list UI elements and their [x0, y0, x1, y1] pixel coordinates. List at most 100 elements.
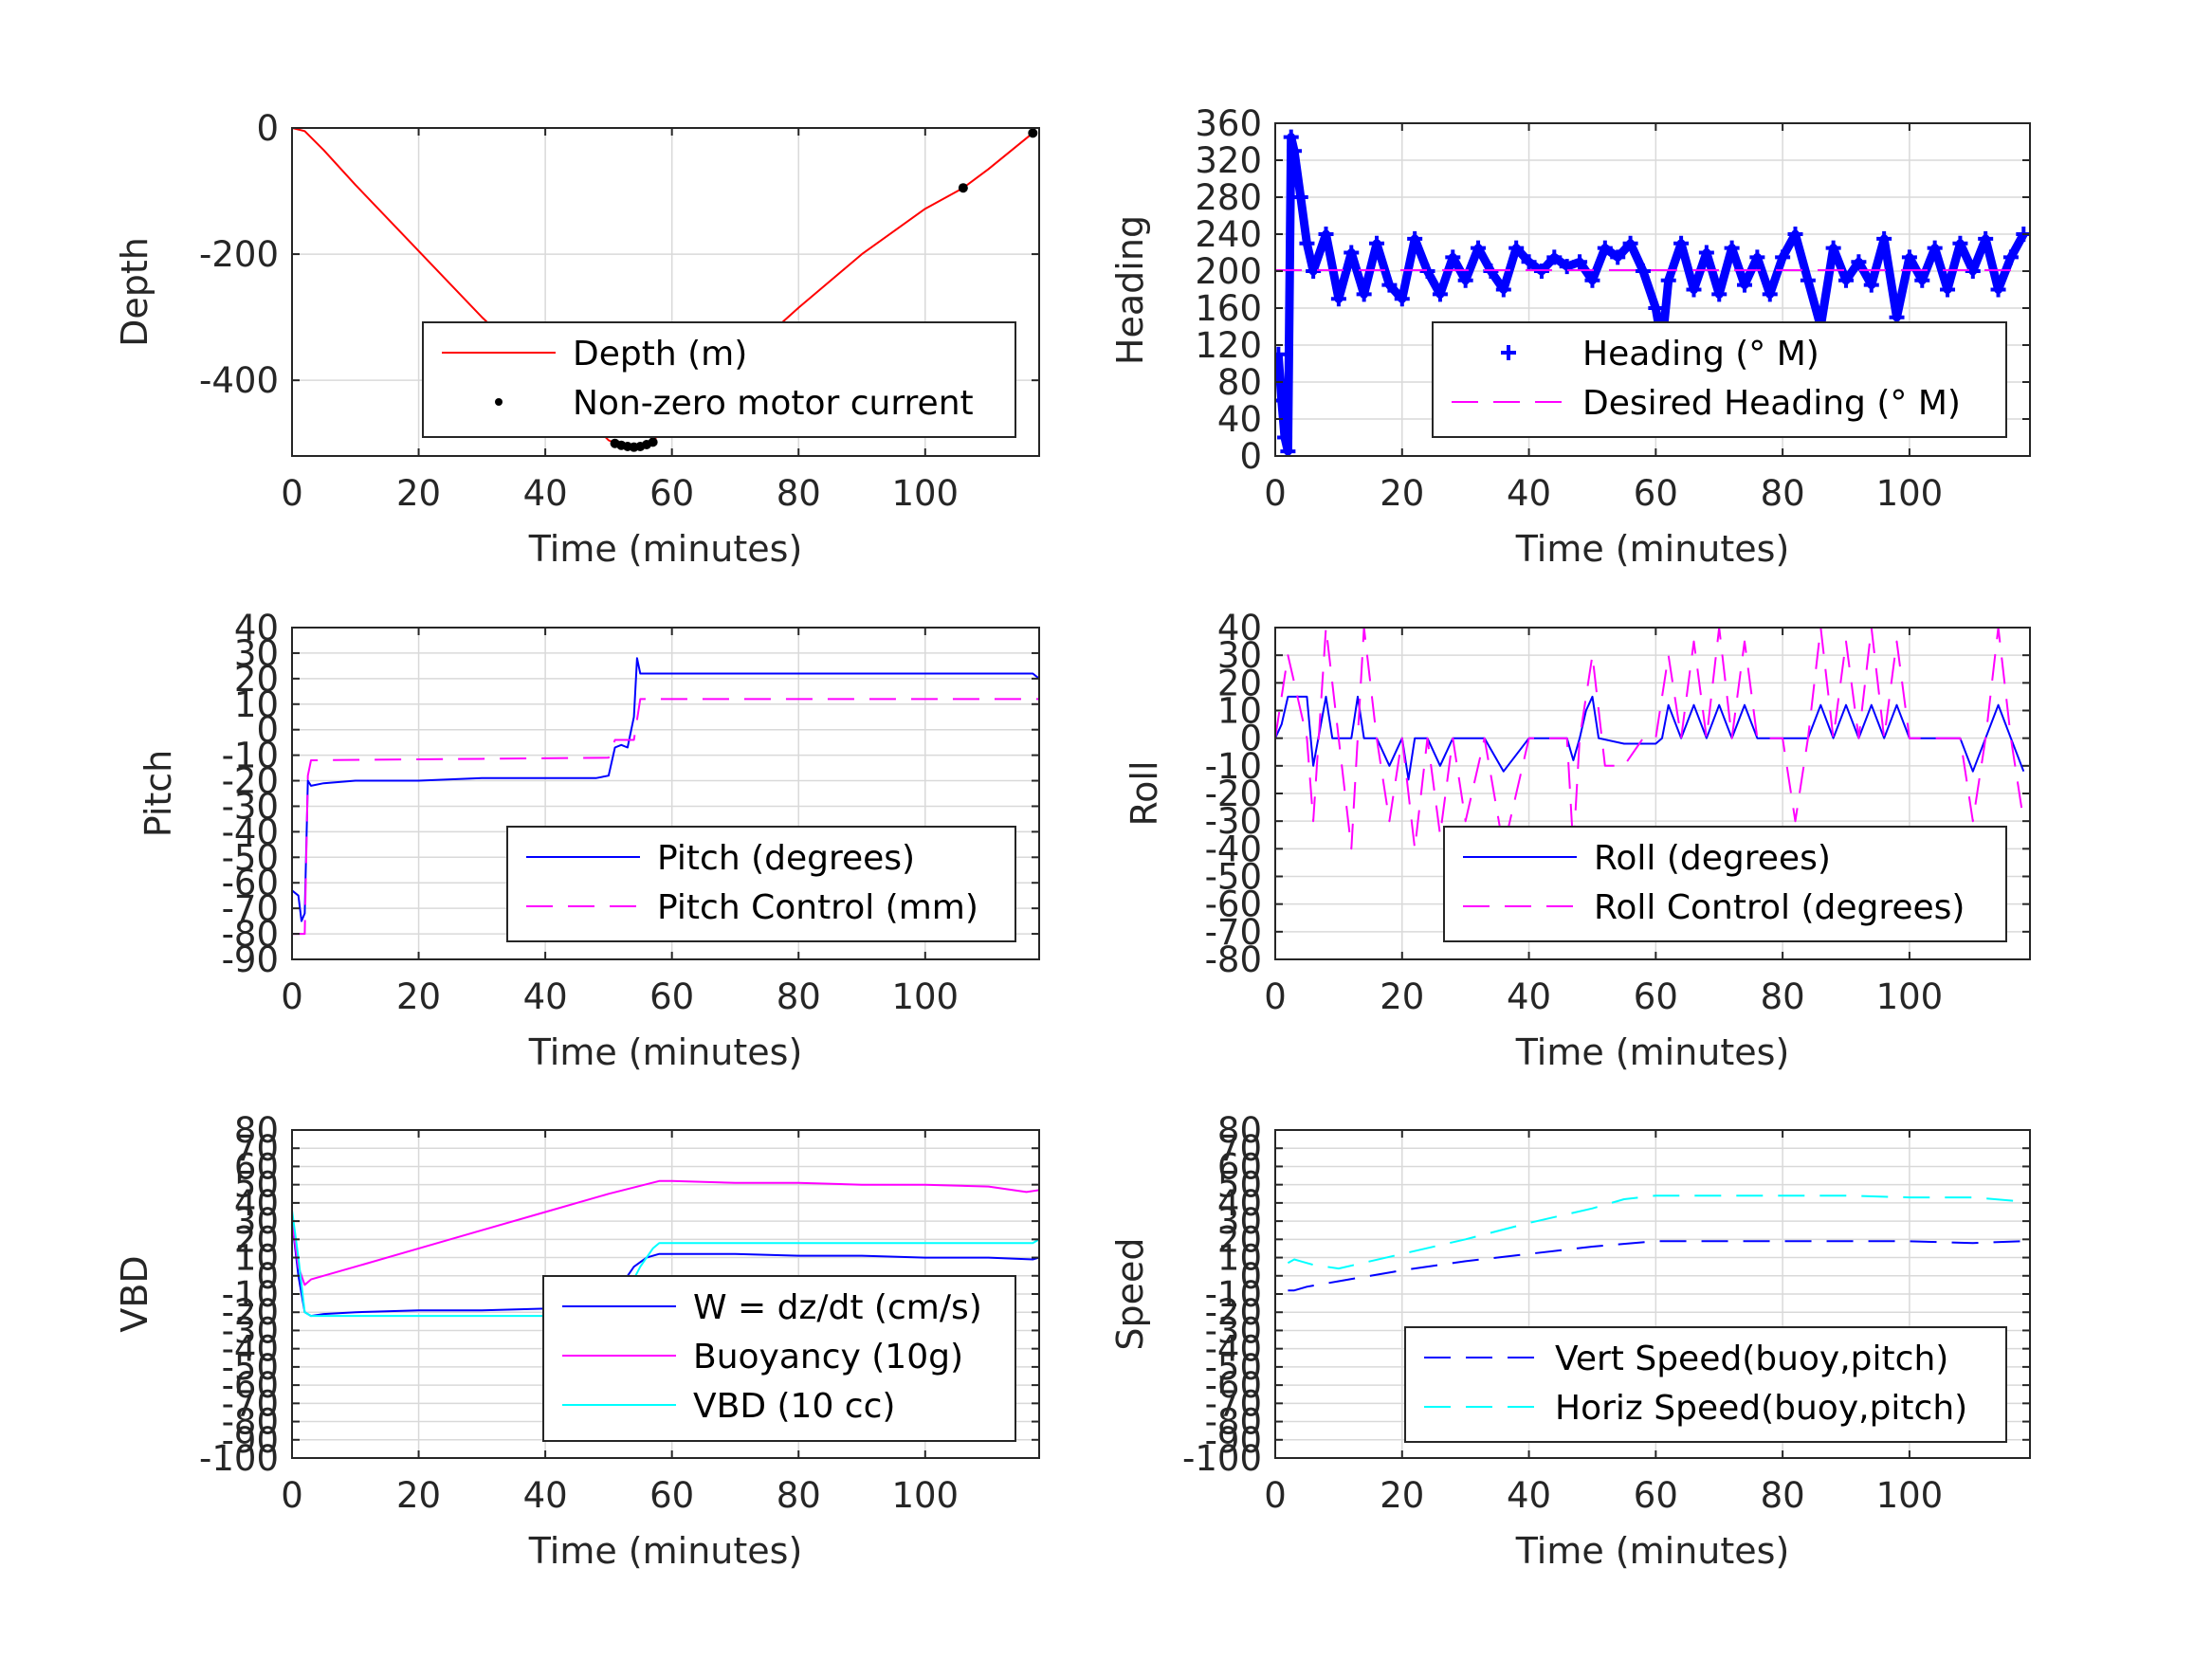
legend-box — [1404, 1326, 2007, 1443]
data-point — [1698, 245, 1714, 261]
data-point — [1648, 301, 1664, 316]
data-point — [1673, 235, 1690, 251]
legend-entry-label: Non-zero motor current — [573, 384, 974, 423]
legend: Heading (° M) Desired Heading (° M) — [1432, 321, 2007, 438]
data-point — [1277, 429, 1293, 446]
data-point — [1394, 291, 1410, 307]
y-tick-label: 10 — [234, 1238, 279, 1279]
y-tick-label: -50 — [1205, 1347, 1262, 1388]
data-point — [1851, 254, 1867, 270]
y-tick-label: 60 — [234, 1146, 279, 1187]
x-tick-label: 0 — [1264, 473, 1287, 514]
series-1-line — [1275, 133, 2028, 456]
data-point — [958, 183, 968, 193]
y-tick-label: -60 — [222, 1365, 279, 1406]
y-tick-label: -10 — [1205, 1274, 1262, 1315]
x-tick-label: 20 — [1380, 976, 1424, 1017]
legend-box — [1432, 321, 2007, 438]
data-point — [1686, 282, 1702, 298]
x-tick-label: 80 — [1761, 1475, 1805, 1516]
data-point — [1356, 286, 1372, 302]
data-point — [1508, 240, 1525, 256]
x-tick-label: 40 — [523, 976, 568, 1017]
y-tick-label: 0 — [256, 710, 279, 751]
y-tick-label: 280 — [1195, 177, 1262, 218]
x-tick-label: 0 — [281, 1475, 303, 1516]
y-tick-label: -90 — [222, 939, 279, 980]
x-tick-label: 60 — [1634, 1475, 1678, 1516]
y-tick-label: 70 — [234, 1128, 279, 1169]
y-tick-label: 30 — [234, 1201, 279, 1242]
data-point — [1711, 286, 1728, 302]
y-tick-label: -100 — [199, 1438, 279, 1479]
legend-swatch — [495, 398, 503, 406]
data-point — [2002, 249, 2019, 265]
y-tick-label: -40 — [222, 811, 279, 852]
x-tick-label: 60 — [649, 976, 694, 1017]
y-tick-label: -30 — [1205, 1310, 1262, 1351]
legend-entry-label: Depth (m) — [573, 335, 747, 374]
y-tick-label: -30 — [222, 786, 279, 827]
data-point — [1287, 143, 1303, 159]
legend: Pitch (degrees) Pitch Control (mm) — [506, 826, 1016, 942]
data-point — [1471, 240, 1487, 256]
x-tick-label: 20 — [1380, 473, 1424, 514]
y-tick-label: 80 — [1217, 1110, 1262, 1151]
y-tick-label: 160 — [1195, 288, 1262, 329]
x-tick-label: 40 — [1507, 473, 1551, 514]
y-tick-label: -80 — [1205, 1402, 1262, 1443]
y-tick-label: 10 — [234, 684, 279, 725]
y-tick-label: 0 — [256, 108, 279, 149]
y-tick-label: 200 — [1195, 251, 1262, 292]
y-tick-label: 0 — [256, 1256, 279, 1297]
y-tick-label: -20 — [222, 761, 279, 802]
data-point — [1990, 282, 2006, 298]
legend-entry-label: Heading (° M) — [1582, 335, 1819, 374]
data-point — [1457, 272, 1473, 288]
legend-entry-label: Buoyancy (10g) — [693, 1338, 963, 1376]
y-tick-label: -40 — [1205, 829, 1262, 869]
x-axis-label: Time (minutes) — [1515, 1530, 1790, 1572]
x-tick-label: 20 — [1380, 1475, 1424, 1516]
y-tick-label: 0 — [1239, 719, 1262, 759]
data-point — [1724, 240, 1740, 256]
series-1-line — [292, 657, 1039, 922]
series-group — [292, 657, 1039, 936]
x-tick-label: 0 — [1264, 1475, 1287, 1516]
legend: Vert Speed(buoy,pitch) Horiz Speed(buoy,p… — [1404, 1326, 2007, 1443]
x-tick-label: 100 — [1876, 1475, 1944, 1516]
data-point — [1940, 282, 1956, 298]
data-point — [1762, 286, 1778, 302]
data-point — [1292, 190, 1308, 205]
x-tick-label: 100 — [891, 473, 959, 514]
legend-entry-label: Roll (degrees) — [1594, 839, 1831, 878]
legend-entry-label: Vert Speed(buoy,pitch) — [1555, 1340, 1948, 1378]
y-tick-label: -80 — [1205, 939, 1262, 980]
axes-frame — [291, 627, 1040, 960]
legend: Depth (m) Non-zero motor current — [422, 321, 1016, 438]
x-tick-label: 20 — [396, 1475, 441, 1516]
data-point — [1275, 346, 1287, 362]
data-point — [648, 437, 658, 447]
series-group — [1287, 1194, 2024, 1292]
data-point — [1445, 249, 1461, 265]
y-axis-label: Heading — [1109, 215, 1151, 365]
y-tick-label: 20 — [1217, 1219, 1262, 1260]
y-tick-label: 0 — [1239, 1256, 1262, 1297]
data-point — [1381, 277, 1398, 293]
data-point — [1283, 129, 1299, 145]
legend-entry-label: Pitch (degrees) — [657, 839, 915, 878]
legend-entry-label: Pitch Control (mm) — [657, 888, 978, 927]
y-tick-label: -90 — [1205, 1420, 1262, 1461]
data-point — [1863, 277, 1879, 293]
data-point — [1927, 240, 1943, 256]
x-tick-label: 60 — [1634, 473, 1678, 514]
data-point — [1546, 249, 1563, 265]
x-tick-label: 80 — [1761, 473, 1805, 514]
y-tick-label: 10 — [1217, 691, 1262, 732]
y-tick-label: 40 — [234, 1183, 279, 1224]
chart-panel-6: 0 20 40 60 80 10080706050403020100-10-20-30-4… — [1109, 1110, 2031, 1572]
y-tick-label: 40 — [1217, 608, 1262, 648]
y-tick-label: -200 — [199, 234, 279, 275]
y-tick-label: 0 — [1239, 436, 1262, 477]
